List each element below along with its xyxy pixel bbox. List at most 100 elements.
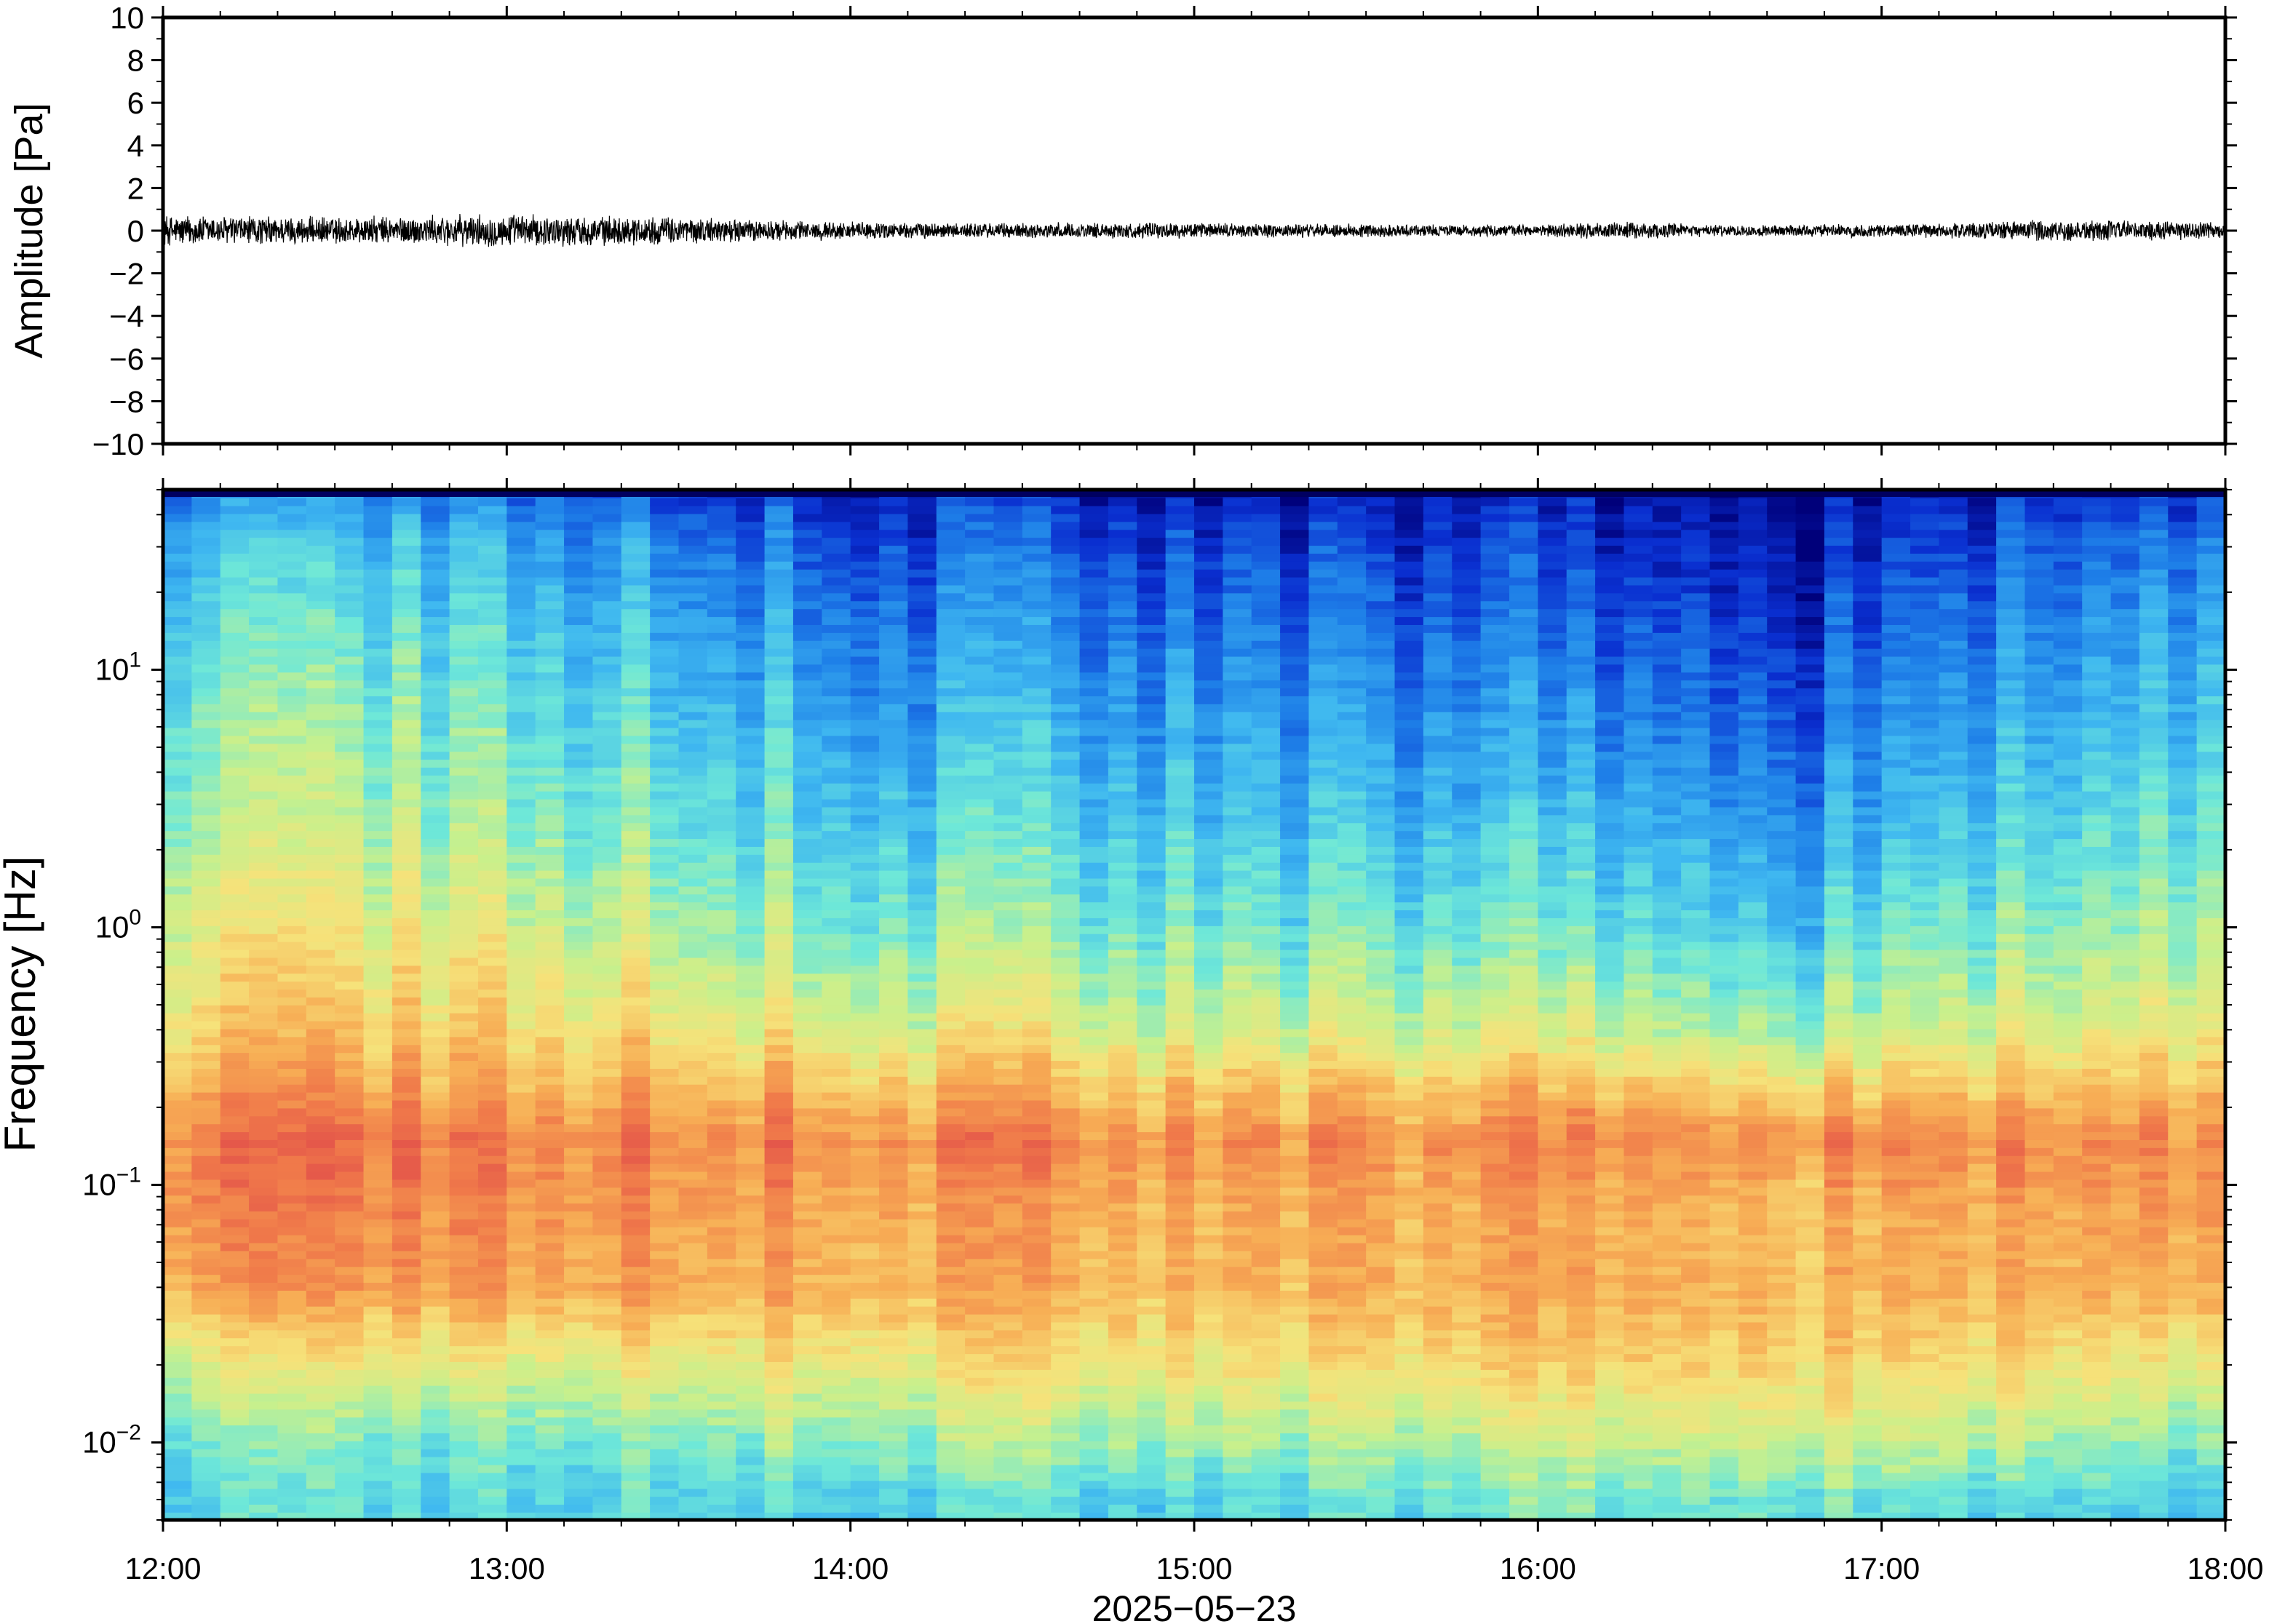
spectrogram-cell <box>621 632 651 641</box>
spectrogram-cell <box>277 1234 307 1243</box>
spectrogram-cell <box>477 1448 508 1457</box>
spectrogram-cell <box>993 743 1023 752</box>
spectrogram-cell <box>764 1298 794 1307</box>
spectrogram-cell <box>449 1266 479 1275</box>
spectrogram-cell <box>1194 1139 1224 1148</box>
spectrogram-cell <box>993 513 1023 522</box>
spectrogram-cell <box>764 846 794 855</box>
spectrogram-cell <box>392 632 422 641</box>
spectrogram-cell <box>936 751 966 760</box>
spectrogram-cell <box>1165 1155 1195 1164</box>
spectrogram-cell <box>1194 1512 1224 1521</box>
spectrogram-cell <box>850 1107 880 1117</box>
spectrogram-cell <box>736 1369 766 1378</box>
spectrogram-cell <box>449 1417 479 1426</box>
spectrogram-cell <box>220 989 250 998</box>
spectrogram-cell <box>850 1290 880 1299</box>
spectrogram-cell <box>506 1282 536 1291</box>
spectrogram-cell <box>1165 1305 1195 1315</box>
spectrogram-cell <box>650 1313 680 1323</box>
spectrogram-cell <box>277 513 307 522</box>
spectrogram-cell <box>764 1107 794 1117</box>
spectrogram-cell <box>277 1298 307 1307</box>
spectrogram-cell <box>1079 1448 1109 1457</box>
spectrogram-cell <box>220 751 250 760</box>
spectrogram-cell <box>277 1052 307 1062</box>
spectrogram-cell <box>993 1441 1023 1449</box>
spectrogram-cell <box>879 1020 909 1030</box>
spectrogram-cell <box>220 783 250 792</box>
spectrogram-cell <box>449 997 479 1006</box>
spectrogram-cell <box>535 1480 565 1489</box>
spectrogram-cell <box>650 1353 680 1362</box>
spectrogram-cell <box>792 1123 823 1133</box>
spectrogram-cell <box>191 1448 221 1457</box>
spectrogram-cell <box>792 1337 823 1347</box>
spectrogram-cell <box>477 1211 508 1219</box>
spectrogram-cell <box>421 1385 450 1394</box>
spectrogram-cell <box>477 727 508 736</box>
spectrogram-cell <box>650 1345 680 1355</box>
spectrogram-cell <box>163 608 193 618</box>
spectrogram-cell <box>449 1409 479 1418</box>
spectrogram-cell <box>535 1258 565 1267</box>
spectrogram-cell <box>879 901 909 911</box>
spectrogram-cell <box>764 1329 794 1339</box>
spectrogram-cell <box>392 861 422 871</box>
spectrogram-cell <box>678 680 708 689</box>
spectrogram-cell <box>850 584 880 594</box>
spectrogram-cell <box>678 1504 708 1513</box>
spectrogram-cell <box>449 1171 479 1180</box>
spectrogram-cell <box>220 759 250 768</box>
spectrogram-cell <box>993 529 1023 538</box>
spectrogram-cell <box>449 1179 479 1188</box>
spectrogram-cell <box>879 981 909 990</box>
spectrogram-cell <box>392 1028 422 1038</box>
spectrogram-cell <box>564 568 594 578</box>
spectrogram-cell <box>1165 1147 1195 1156</box>
spectrogram-cell <box>792 521 823 530</box>
spectrogram-cell <box>163 885 193 895</box>
spectrogram-cell <box>850 838 880 847</box>
spectrogram-cell <box>1137 688 1167 696</box>
spectrogram-cell <box>1051 1409 1081 1418</box>
spectrogram-cell <box>592 1353 622 1362</box>
spectrogram-cell <box>764 1409 794 1418</box>
spectrogram-cell <box>277 1274 307 1283</box>
spectrogram-cell <box>335 1076 365 1085</box>
spectrogram-cell <box>1194 1179 1224 1188</box>
spectrogram-cell <box>1194 743 1224 752</box>
spectrogram-cell <box>163 664 193 673</box>
spectrogram-cell <box>249 909 279 918</box>
spectrogram-cell <box>477 1068 508 1077</box>
spectrogram-cell <box>879 1369 909 1378</box>
spectrogram-cell <box>277 1409 307 1418</box>
spectrogram-cell <box>1079 1329 1109 1339</box>
spectrogram-cell <box>163 1250 193 1259</box>
spectrogram-cell <box>535 537 565 546</box>
spectrogram-cell <box>1022 704 1052 712</box>
spectrogram-cell <box>993 704 1023 712</box>
spectrogram-cell <box>879 743 909 752</box>
spectrogram-cell <box>421 981 450 990</box>
spectrogram-cell <box>993 505 1023 514</box>
spectrogram-cell <box>306 505 335 514</box>
spectrogram-cell <box>191 885 221 895</box>
spectrogram-cell <box>220 1425 250 1433</box>
spectrogram-cell <box>822 798 851 808</box>
spectrogram-cell <box>736 1005 766 1014</box>
spectrogram-cell <box>707 1504 737 1513</box>
spectrogram-cell <box>564 1361 594 1370</box>
spectrogram-cell <box>1165 1401 1195 1410</box>
spectrogram-cell <box>1108 1488 1138 1497</box>
spectrogram-cell <box>1165 854 1195 863</box>
spectrogram-cell <box>907 869 937 879</box>
spectrogram-cell <box>678 1305 708 1315</box>
waveform-ytick-label: 2 <box>127 171 144 205</box>
spectrogram-cell <box>850 704 880 712</box>
spectrogram-cell <box>363 1298 393 1307</box>
spectrogram-cell <box>792 1329 823 1339</box>
spectrogram-cell <box>421 513 450 522</box>
spectrogram-cell <box>707 838 737 847</box>
spectrogram-cell <box>678 608 708 618</box>
